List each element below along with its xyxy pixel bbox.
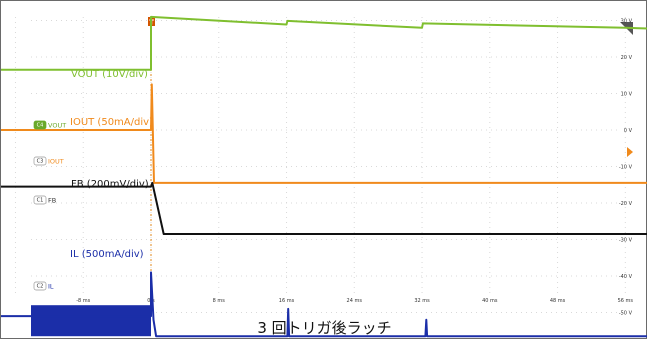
x-tick-label: 32 ms <box>414 298 430 304</box>
channel-label-il: IL (500mA/div) <box>70 249 144 260</box>
channel-badge-name: IL <box>48 283 54 291</box>
x-tick-label: 8 ms <box>213 298 226 304</box>
channel-badge-id: C3 <box>37 159 44 165</box>
channel-badge-id: C1 <box>37 198 44 204</box>
channel-badge-icon <box>33 281 47 291</box>
trace-fb <box>1 181 647 235</box>
channel-badge-name: VOUT <box>48 122 66 130</box>
channel-badge-id: C2 <box>37 284 44 290</box>
figure-caption: 3 回トリガ後ラッチ <box>257 319 392 337</box>
y-tick-label: -20 V <box>619 201 633 207</box>
channel-badge-icon <box>33 195 47 205</box>
trace-il <box>1 271 647 338</box>
y-tick-label: 20 V <box>621 55 633 61</box>
x-tick-label: 56 ms <box>618 298 634 304</box>
il-ripple-band <box>31 305 151 337</box>
channel-label-iout: IOUT (50mA/div) <box>70 117 153 128</box>
x-tick-label: 16 ms <box>279 298 295 304</box>
y-tick-label: -10 V <box>619 165 633 171</box>
y-tick-label: -40 V <box>619 274 633 280</box>
channel-badge-id: C4 <box>37 123 44 129</box>
trace-iout <box>1 83 647 184</box>
y-tick-label: -50 V <box>619 311 633 317</box>
channel-badge-icon <box>33 156 47 166</box>
channel-label-fb: FB (200mV/div) <box>71 179 149 190</box>
y-tick-label: -30 V <box>619 238 633 244</box>
y-tick-label: 0 V <box>624 128 633 134</box>
x-tick-label: 24 ms <box>347 298 363 304</box>
trace-vout <box>1 15 647 71</box>
channel-label-vout: VOUT (10V/div) <box>71 69 148 80</box>
y-tick-label: 10 V <box>621 92 633 98</box>
ground-arrow-icon <box>627 147 633 157</box>
x-tick-label: 48 ms <box>550 298 566 304</box>
channel-badge-name: FB <box>48 197 56 205</box>
x-tick-label: -8 ms <box>76 298 90 304</box>
y-tick-label: 30 V <box>621 19 633 25</box>
channel-badge-name: IOUT <box>48 158 64 166</box>
channel-badge-icon <box>33 120 47 130</box>
grid <box>14 17 626 313</box>
x-tick-label: 40 ms <box>482 298 498 304</box>
